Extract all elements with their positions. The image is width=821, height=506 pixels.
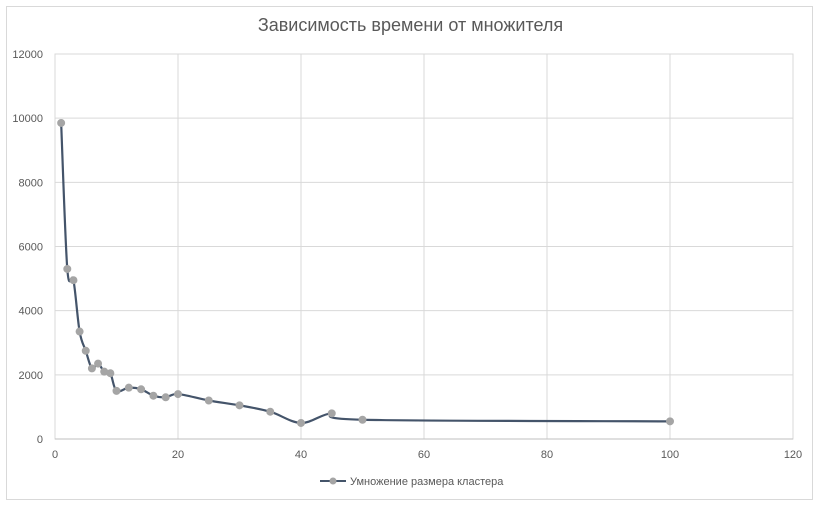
data-point [161,393,170,402]
x-tick-label: 20 [172,449,184,461]
x-tick-label: 120 [784,449,802,461]
data-point [266,407,275,416]
data-point [63,264,72,273]
y-tick-label: 12000 [12,49,43,61]
data-point [75,327,84,336]
data-point [174,390,182,399]
data-point [358,415,367,424]
data-point [112,386,121,395]
data-point [149,391,158,400]
data-point [124,383,133,392]
data-point [235,401,244,410]
data-point [297,418,305,427]
x-tick-label: 40 [295,449,307,461]
y-tick-label: 4000 [19,306,43,318]
x-tick-label: 60 [418,449,430,461]
y-tick-label: 8000 [19,177,43,189]
data-point [57,118,66,127]
x-tick-label: 0 [52,449,58,461]
y-tick-label: 10000 [12,113,43,125]
data-point [204,396,213,405]
data-point [137,385,146,394]
series-line [60,122,671,425]
data-point [87,364,96,373]
x-tick-label: 100 [661,449,679,461]
y-tick-label: 6000 [19,242,43,254]
legend-marker [329,477,337,485]
chart-title: Зависимость времени от множителя [257,15,564,35]
y-tick-label: 0 [37,434,43,446]
legend-label: Умножение размера кластера [350,476,504,488]
data-point [327,409,336,418]
chart-border [6,6,813,500]
data-point [69,276,78,285]
x-tick-label: 80 [541,449,553,461]
data-point [106,369,115,378]
y-tick-label: 2000 [19,370,43,382]
data-point [94,359,103,368]
data-point [666,417,674,426]
data-point [81,346,90,355]
